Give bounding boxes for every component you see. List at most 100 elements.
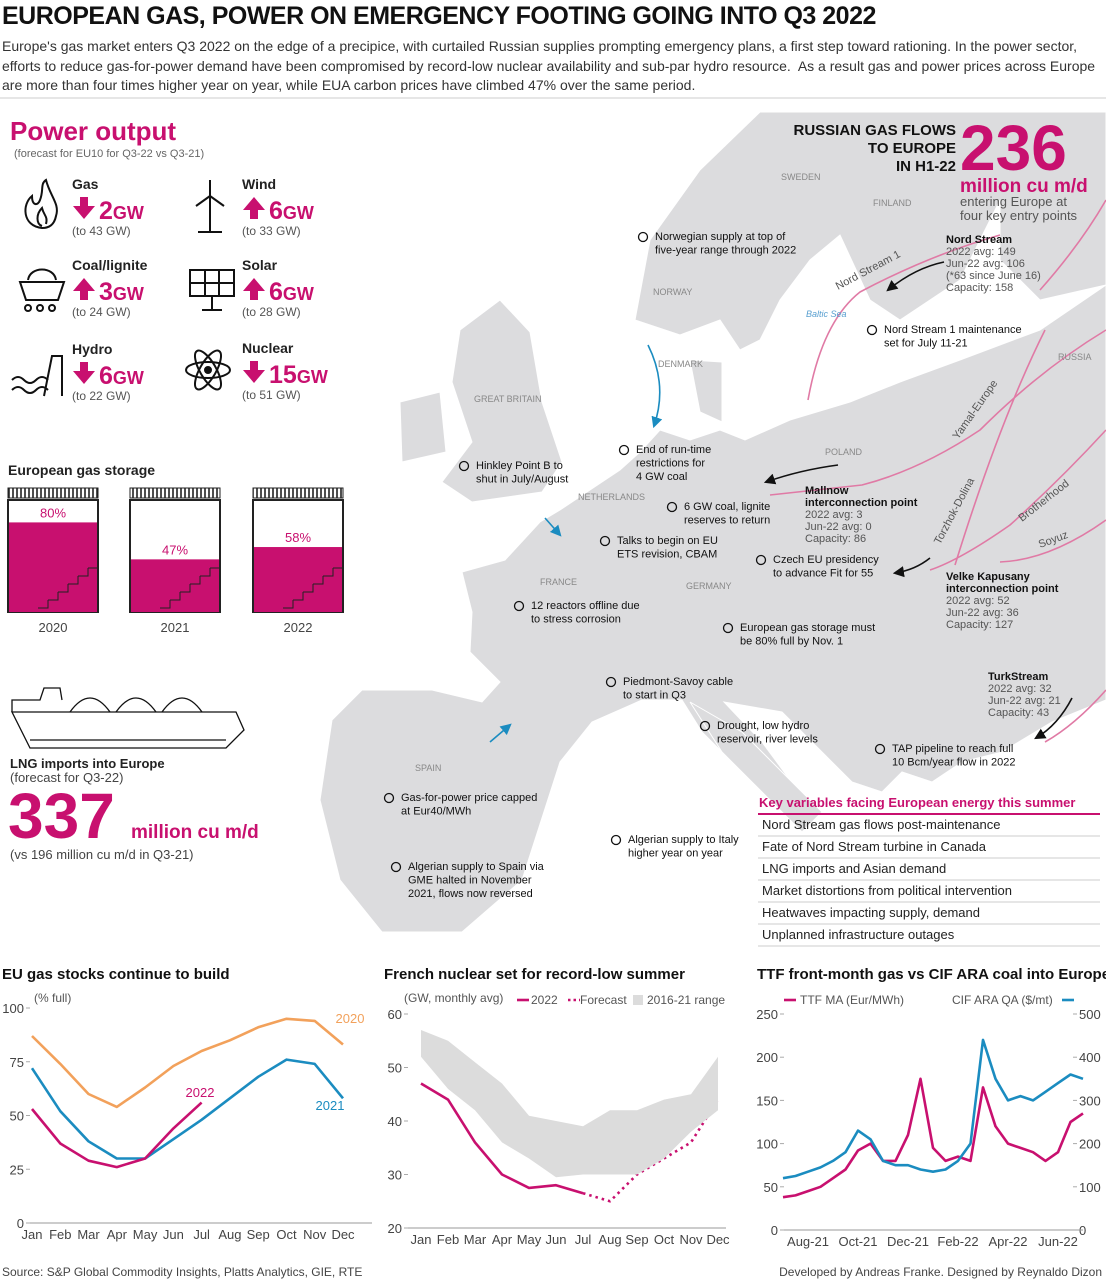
series-line (30, 1058, 345, 1160)
change-arrow (73, 278, 95, 300)
lng-value: 337 (8, 780, 115, 852)
entry-point-stat: 2022 avg: 149 (946, 246, 1016, 258)
entry-point-stat: Jun-22 avg: 36 (946, 607, 1019, 619)
x-tick-label: Oct (276, 1227, 297, 1242)
map-label: FRANCE (540, 577, 577, 587)
storage-year: 2020 (39, 620, 68, 635)
y2-tick-label: 200 (1079, 1137, 1101, 1152)
x-tick-label: Dec-21 (887, 1234, 929, 1249)
flows-title: IN H1-22 (896, 158, 956, 175)
annotation-icon (390, 861, 402, 873)
source-name: Solar (242, 257, 278, 273)
x-tick-label: Aug (218, 1227, 241, 1242)
flows-note: entering Europe at (960, 194, 1067, 209)
section-title: Power output (10, 116, 176, 146)
map-label: NETHERLANDS (578, 492, 645, 502)
map-label: SPAIN (415, 763, 441, 773)
change-value: 6GW (99, 362, 144, 390)
y-tick-label: 250 (756, 1007, 778, 1022)
source-name: Gas (72, 176, 99, 192)
legend-label: CIF ARA QA ($/mt) (952, 993, 1053, 1007)
range-area (421, 1030, 718, 1178)
annotation: at Eur40/MWh (401, 806, 471, 818)
entry-point-name: Velke Kapusany (946, 571, 1031, 583)
entry-point-stat: 2022 avg: 3 (805, 509, 863, 521)
change-number: 2 (99, 197, 113, 225)
storage-level (131, 559, 219, 612)
y-tick-label: 75 (10, 1055, 24, 1070)
map-label: SWEDEN (781, 172, 821, 182)
flows-title: TO EUROPE (868, 140, 956, 157)
annotation: GME halted in November (408, 875, 532, 887)
key-variable: Market distortions from political interv… (762, 883, 1012, 898)
annotation: Algerian supply to Spain via (408, 861, 545, 873)
annotation: ETS revision, CBAM (617, 549, 717, 561)
annotation: European gas storage must (740, 622, 875, 634)
flows-unit: million cu m/d (960, 176, 1088, 197)
legend-label: TTF MA (Eur/MWh) (800, 993, 904, 1007)
map-label: DENMARK (658, 359, 703, 369)
change-value: 15GW (269, 361, 328, 389)
entry-point-stat: Capacity: 86 (805, 533, 866, 545)
y2-tick-label: 400 (1079, 1050, 1101, 1065)
x-tick-label: Feb (437, 1232, 459, 1247)
x-tick-label: Aug (598, 1232, 621, 1247)
x-tick-label: Oct (654, 1232, 675, 1247)
key-variables-title: Key variables facing European energy thi… (759, 795, 1075, 810)
series-line (420, 1082, 584, 1195)
annotation-icon (513, 600, 525, 612)
change-value: 6GW (269, 278, 314, 306)
annotation: Norwegian supply at top of (655, 231, 786, 243)
change-unit: GW (113, 284, 144, 304)
map-label: NORWAY (653, 287, 692, 297)
entry-point-stat: Jun-22 avg: 106 (946, 258, 1025, 270)
tank-cap (252, 487, 344, 499)
intro: Europe's gas market enters Q3 2022 on th… (2, 38, 1099, 93)
annotation-icon (874, 743, 886, 755)
series-line (30, 1101, 203, 1169)
x-tick-label: Feb-22 (937, 1234, 978, 1249)
annotation-icon (383, 792, 395, 804)
key-variable: Heatwaves impacting supply, demand (762, 905, 980, 920)
map-label: GERMANY (686, 581, 732, 591)
source-name: Wind (242, 176, 276, 192)
change-value: 3GW (99, 278, 144, 306)
map-label: GREAT BRITAIN (474, 394, 542, 404)
entry-point-stat: Capacity: 127 (946, 619, 1013, 631)
series-line (782, 1038, 1084, 1180)
change-arrow (243, 197, 265, 219)
entry-point-stat: Jun-22 avg: 0 (805, 521, 872, 533)
x-tick-label: Jul (193, 1227, 210, 1242)
map (319, 111, 1106, 933)
annotation: 6 GW coal, lignite (684, 501, 770, 513)
storage-label: 47% (162, 542, 188, 557)
storage-label: 80% (40, 505, 66, 520)
x-tick-label: Nov (679, 1232, 703, 1247)
change-unit: GW (297, 367, 328, 387)
storage-year: 2021 (161, 620, 190, 635)
stairs (38, 560, 99, 609)
annotation-icon (699, 720, 711, 732)
change-unit: GW (283, 284, 314, 304)
annotation: Drought, low hydro (717, 720, 809, 732)
annotation-icon (755, 554, 767, 566)
change-number: 6 (99, 362, 113, 390)
annotation: reservoir, river levels (717, 734, 818, 746)
annotation-icon (722, 622, 734, 634)
annotation: restrictions for (636, 458, 705, 470)
series-line (582, 1098, 720, 1203)
storage-level (9, 522, 97, 612)
annotation: Czech EU presidency (773, 554, 879, 566)
entry-point-name: interconnection point (946, 583, 1059, 595)
x-tick-label: Apr (492, 1232, 513, 1247)
x-tick-label: Jan (22, 1227, 43, 1242)
x-tick-label: Sep (625, 1232, 648, 1247)
y-tick-label: 50 (764, 1180, 778, 1195)
annotation-icon (618, 444, 630, 456)
annotation: set for July 11-21 (884, 338, 968, 350)
chart-title: TTF front-month gas vs CIF ARA coal into… (757, 966, 1106, 983)
entry-point-name: interconnection point (805, 497, 918, 509)
x-tick-label: Jun-22 (1038, 1234, 1078, 1249)
source-name: Nuclear (242, 340, 294, 356)
credits: Developed by Andreas Franke. Designed by… (779, 1265, 1102, 1279)
